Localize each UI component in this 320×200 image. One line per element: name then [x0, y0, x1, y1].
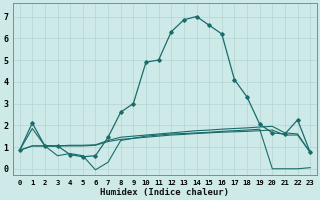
X-axis label: Humidex (Indice chaleur): Humidex (Indice chaleur) — [100, 188, 229, 197]
